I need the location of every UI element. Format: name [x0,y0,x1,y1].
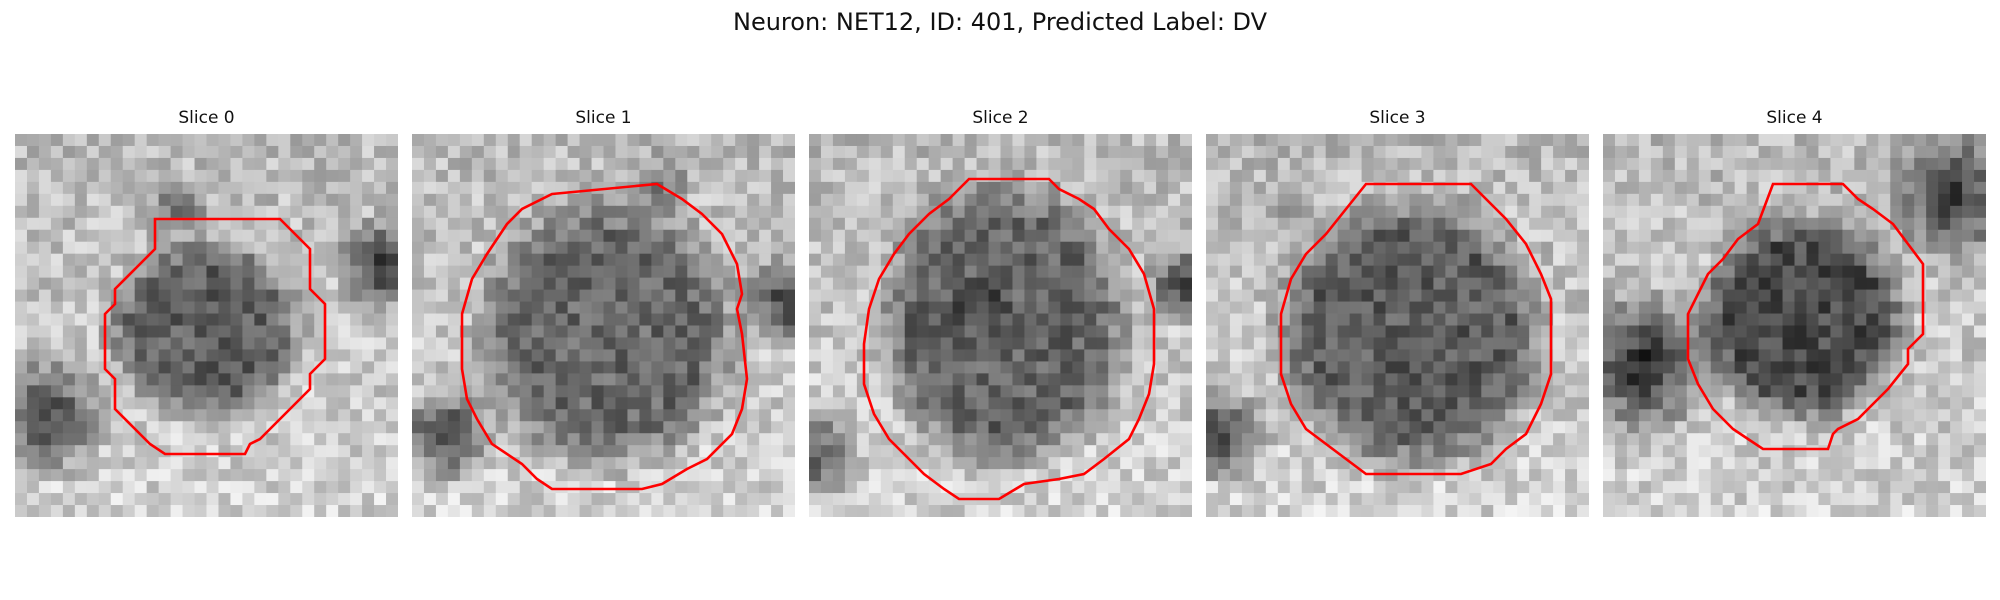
slice-image [1603,134,1986,517]
slice-image [15,134,398,517]
slice-image [1206,134,1589,517]
pixel-grid [412,134,795,517]
neuron-contour [103,217,327,456]
slice-title: Slice 4 [1766,108,1823,128]
slice-panel-1: Slice 1 [412,108,795,517]
slice-panel-4: Slice 4 [1603,108,1986,517]
neuron-contour [862,177,1156,501]
neuron-contour [460,182,749,491]
pixel-grid [1603,134,1986,517]
pixel-grid [15,134,398,517]
slice-image [809,134,1192,517]
slice-image [412,134,795,517]
figure-title: Neuron: NET12, ID: 401, Predicted Label:… [732,8,1268,36]
slice-title: Slice 2 [972,108,1029,128]
slice-title: Slice 0 [178,108,235,128]
slice-panel-2: Slice 2 [809,108,1192,517]
slice-title: Slice 3 [1369,108,1426,128]
neuron-contour [1686,182,1925,451]
slice-panel-0: Slice 0 [15,108,398,517]
pixel-grid [1206,134,1589,517]
neuron-contour [1279,182,1553,476]
slice-panel-3: Slice 3 [1206,108,1589,517]
slice-title: Slice 1 [575,108,632,128]
